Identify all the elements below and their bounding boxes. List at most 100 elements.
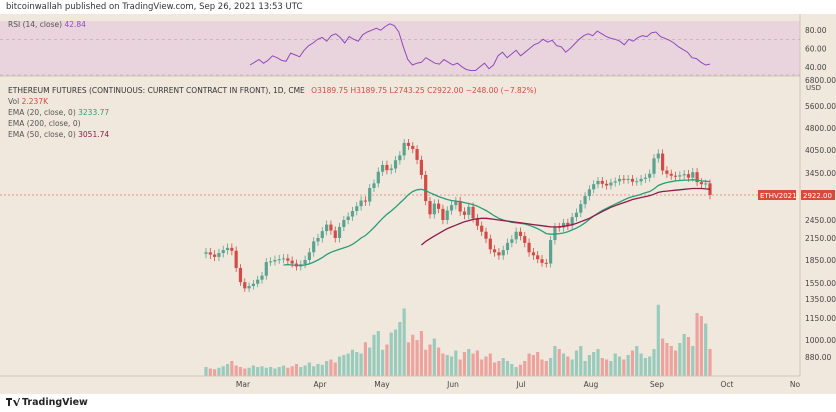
candle-body — [540, 259, 544, 263]
volume-bar — [260, 366, 264, 376]
rsi-panel — [0, 21, 800, 76]
volume-bar — [583, 361, 587, 376]
candle-body — [699, 182, 703, 185]
candle-body — [346, 216, 350, 220]
candle-body — [583, 196, 587, 205]
candle-body — [630, 178, 635, 182]
volume-bar — [264, 367, 268, 376]
price-tick-label: 1000.00 — [805, 336, 836, 345]
candle-body — [596, 180, 600, 185]
volume-bar — [497, 361, 501, 376]
volume-bar — [661, 338, 665, 376]
volume-bar — [312, 366, 316, 376]
candle-body — [260, 275, 264, 280]
candle-body — [514, 231, 518, 240]
volume-bar — [428, 344, 432, 376]
candle-body — [527, 242, 531, 253]
volume-bar — [514, 367, 518, 376]
candle-body — [665, 170, 669, 174]
candle-body — [307, 252, 311, 260]
volume-bar — [376, 331, 380, 376]
volume-bar — [290, 366, 294, 376]
candle-body — [652, 158, 656, 174]
volume-bar — [686, 337, 691, 376]
candle-body — [579, 204, 583, 213]
volume-bar — [635, 346, 639, 376]
volume-bar — [350, 349, 355, 376]
candle-body — [449, 205, 454, 211]
volume-bar — [622, 359, 626, 376]
time-tick-label: Jul — [515, 380, 525, 389]
footer: TradingView — [0, 394, 836, 412]
candle-body — [570, 217, 574, 226]
last-price-label: 2922.00 — [803, 192, 832, 200]
candle-body — [678, 175, 682, 177]
volume-bar — [320, 364, 324, 376]
volume-bar — [217, 367, 221, 376]
publisher-bar: bitcoinwallah published on TradingView.c… — [0, 0, 836, 14]
volume-bar — [337, 356, 342, 376]
volume-bar — [269, 367, 273, 376]
time-tick-label: No — [790, 380, 801, 389]
volume-bar — [454, 350, 458, 376]
volume-bar — [256, 367, 260, 376]
candle-body — [269, 261, 273, 263]
volume-bar — [605, 359, 609, 376]
ema20-line — [283, 179, 711, 267]
candle-body — [605, 183, 609, 186]
tradingview-brand: TradingView — [22, 397, 88, 408]
volume-bar — [381, 349, 385, 376]
price-tick-label: 2450.00 — [805, 216, 836, 225]
price-tick-label: 6800.00 — [805, 76, 836, 85]
rsi-line — [249, 23, 711, 71]
vol-value: 2.237K — [21, 97, 49, 106]
candle-body — [256, 279, 260, 284]
candle-body — [566, 222, 570, 226]
candle-body — [381, 164, 385, 172]
candle-body — [536, 255, 540, 260]
volume-bar — [626, 355, 630, 376]
volume-bar — [234, 365, 238, 376]
volume-bar — [480, 359, 484, 376]
candle-body — [277, 259, 281, 261]
candle-body — [368, 188, 372, 202]
candle-body — [488, 238, 492, 250]
volume-bar — [415, 340, 419, 376]
volume-bar — [230, 361, 234, 376]
candle-body — [337, 226, 342, 238]
candle-body — [549, 240, 553, 264]
candle-body — [208, 252, 212, 255]
tradingview-logo-icon — [6, 398, 20, 406]
candle-body — [635, 181, 639, 183]
volume-bar — [570, 359, 574, 376]
volume-bar — [299, 367, 303, 376]
price-chart[interactable]: 6800.00 5600.00 4800.00 4050.00 3450.00 2450.… — [0, 14, 836, 394]
candle-body — [626, 178, 630, 180]
candle-body — [251, 283, 255, 287]
volume-bar — [424, 349, 428, 376]
price-axis-unit: USD — [806, 84, 821, 92]
volume-bar — [630, 350, 635, 376]
candle-body — [501, 250, 505, 256]
volume-bar — [208, 368, 212, 376]
volume-bar — [458, 359, 462, 376]
candle-body — [230, 247, 234, 251]
volume-bar — [368, 347, 372, 376]
volume-bar — [536, 352, 540, 376]
volume-bar — [359, 353, 363, 376]
price-tick-label: 1850.00 — [805, 256, 836, 265]
volume-bar — [385, 344, 389, 376]
volume-bar — [213, 369, 217, 376]
candle-body — [281, 258, 286, 260]
volume-bar — [574, 350, 579, 376]
candle-body — [462, 211, 467, 215]
volume-bar — [441, 353, 445, 376]
candle-body — [600, 180, 604, 184]
volume-bar — [609, 361, 613, 376]
volume-bar — [639, 353, 643, 376]
volume-bar — [432, 338, 436, 376]
volume-bar — [493, 362, 497, 376]
candle-body — [221, 250, 225, 254]
candle-body — [493, 249, 497, 253]
time-tick-label: Jun — [446, 380, 459, 389]
